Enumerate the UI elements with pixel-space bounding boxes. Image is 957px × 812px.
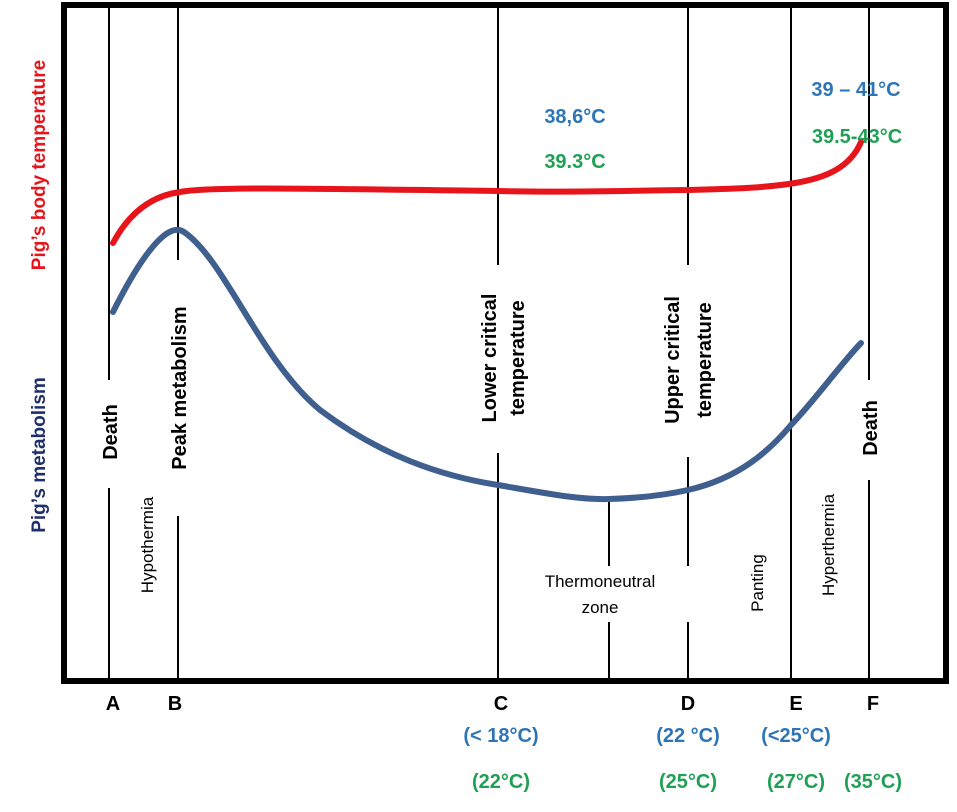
label-upper-critical-line1: Upper critical	[662, 296, 684, 424]
point-temp-blue-d: (22 °C)	[656, 725, 720, 747]
point-temp-green-f: (35°C)	[844, 771, 902, 793]
label-gap-upper	[654, 265, 722, 457]
temp-value-center-green: 39.3°C	[544, 151, 605, 173]
label-gap-peak	[164, 260, 194, 516]
label-gap-death-left	[96, 380, 124, 488]
point-letter-f: F	[867, 693, 879, 715]
label-gap-thermoneutral	[522, 566, 698, 622]
label-death-right: Death	[860, 400, 882, 456]
label-gap-death-right	[856, 380, 884, 480]
label-lower-critical-line1: Lower critical	[479, 294, 501, 423]
point-labels: A B C (< 18°C) (22°C) D (22 °C) (25°C) E (<25°C) (…	[106, 693, 902, 793]
label-death-left: Death	[100, 404, 122, 460]
point-letter-e: E	[789, 693, 802, 715]
point-letter-c: C	[494, 693, 508, 715]
label-peak-metabolism: Peak metabolism	[169, 306, 191, 469]
temp-value-right-blue: 39 – 41°C	[811, 79, 900, 101]
y-axis-label-metabolism: Pig’s metabolism	[29, 377, 50, 533]
label-gap-lower	[476, 265, 536, 453]
body-temperature-curve	[110, 139, 864, 246]
zone-panting: Panting	[748, 554, 767, 612]
point-letter-b: B	[168, 693, 182, 715]
point-temp-green-c: (22°C)	[472, 771, 530, 793]
zone-thermoneutral-line1: Thermoneutral	[545, 572, 656, 591]
zone-hypothermia: Hypothermia	[138, 496, 157, 593]
zone-thermoneutral-line2: zone	[582, 598, 619, 617]
point-temp-blue-c: (< 18°C)	[463, 725, 538, 747]
point-temp-green-d: (25°C)	[659, 771, 717, 793]
point-letter-a: A	[106, 693, 120, 715]
chart-frame	[61, 2, 949, 684]
point-temp-blue-e: (<25°C)	[761, 725, 831, 747]
label-upper-critical-line2: temperature	[694, 302, 716, 418]
temp-value-center-blue: 38,6°C	[544, 106, 605, 128]
point-temp-green-e: (27°C)	[767, 771, 825, 793]
point-letter-d: D	[681, 693, 695, 715]
zone-hyperthermia: Hyperthermia	[819, 493, 838, 596]
metabolism-curve	[110, 226, 864, 503]
label-lower-critical-line2: temperature	[507, 300, 529, 416]
temp-value-right-green: 39.5-43°C	[812, 126, 902, 148]
y-axis-label-temperature: Pig’s body temperature	[29, 60, 50, 270]
